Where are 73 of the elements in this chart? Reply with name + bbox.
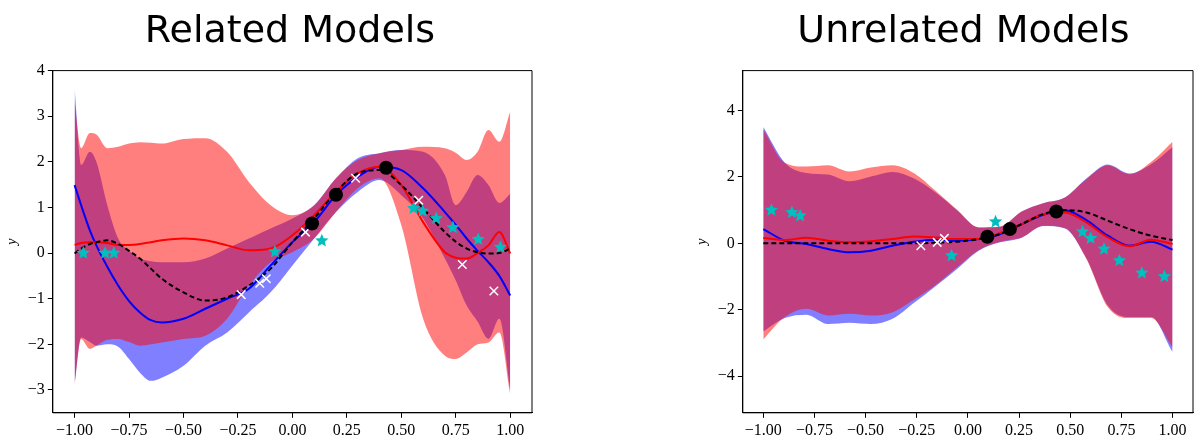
point <box>268 244 282 258</box>
point <box>1075 224 1090 238</box>
x-tick-label: −0.50 <box>847 420 885 438</box>
point <box>76 246 90 259</box>
x-tick-label: −0.50 <box>164 420 203 438</box>
y-tick-label: −3 <box>27 380 45 398</box>
x-tick-label: 0.25 <box>1005 420 1034 438</box>
point <box>939 233 950 244</box>
point <box>261 273 272 284</box>
point <box>315 233 329 247</box>
y-tick-label: 4 <box>36 60 45 78</box>
x-tick-label: 0.00 <box>278 420 307 438</box>
point <box>350 173 361 184</box>
x-tick-label: 0.50 <box>387 420 416 438</box>
point <box>1135 265 1149 279</box>
y-tick-label: 3 <box>36 106 45 124</box>
point <box>471 232 485 246</box>
point <box>446 220 460 234</box>
x-tick-label: −0.25 <box>898 420 936 438</box>
x-tick-label: 0.50 <box>1056 420 1085 438</box>
y-tick-label: 1 <box>36 197 45 215</box>
point <box>793 208 807 222</box>
chart-title: Related Models <box>143 6 437 53</box>
point <box>932 237 943 248</box>
x-tick-label: −1.00 <box>56 420 94 438</box>
point <box>1002 222 1017 237</box>
x-tick-label: 0.75 <box>441 420 470 438</box>
x-tick-label: 0.25 <box>332 420 361 438</box>
point <box>1049 204 1064 219</box>
x-tick-label: −0.75 <box>795 420 833 438</box>
x-tick-label: −0.25 <box>219 420 257 438</box>
x-tick-label: 1.00 <box>1158 420 1187 438</box>
y-tick-label: −4 <box>717 366 735 384</box>
point <box>980 229 995 244</box>
point <box>1112 253 1126 267</box>
point <box>1084 231 1098 245</box>
y-tick-label: 2 <box>726 167 735 185</box>
point <box>328 187 343 202</box>
point <box>429 211 443 225</box>
point <box>785 205 799 219</box>
point <box>416 204 430 217</box>
point <box>379 160 394 175</box>
point <box>915 240 926 251</box>
point <box>988 214 1003 228</box>
y-axis-title: y <box>4 237 20 247</box>
y-axis-title: y <box>694 237 710 247</box>
y-tick-label: 0 <box>726 233 735 251</box>
point <box>944 248 959 262</box>
point <box>457 259 468 270</box>
point <box>493 240 508 253</box>
y-tick-label: 0 <box>36 243 45 261</box>
point <box>300 227 311 238</box>
x-tick-label: 0.75 <box>1107 420 1136 438</box>
y-tick-label: −2 <box>27 334 45 352</box>
y-tick-label: 4 <box>726 100 735 118</box>
point <box>413 195 424 206</box>
x-tick-label: −1.00 <box>744 420 782 438</box>
point <box>488 285 499 296</box>
x-tick-label: −0.75 <box>110 420 148 438</box>
y-tick-label: 2 <box>36 152 45 170</box>
point <box>406 201 421 215</box>
point <box>107 246 121 259</box>
y-tick-label: −1 <box>27 288 45 306</box>
point <box>764 203 779 216</box>
point <box>1097 242 1111 255</box>
point <box>236 289 247 300</box>
point <box>1157 269 1172 283</box>
y-tick-label: −2 <box>717 300 735 318</box>
chart-title: Unrelated Models <box>796 6 1131 53</box>
point <box>305 216 320 231</box>
x-tick-label: 0.00 <box>953 420 982 438</box>
x-tick-label: 1.00 <box>496 420 525 438</box>
point <box>254 278 265 289</box>
